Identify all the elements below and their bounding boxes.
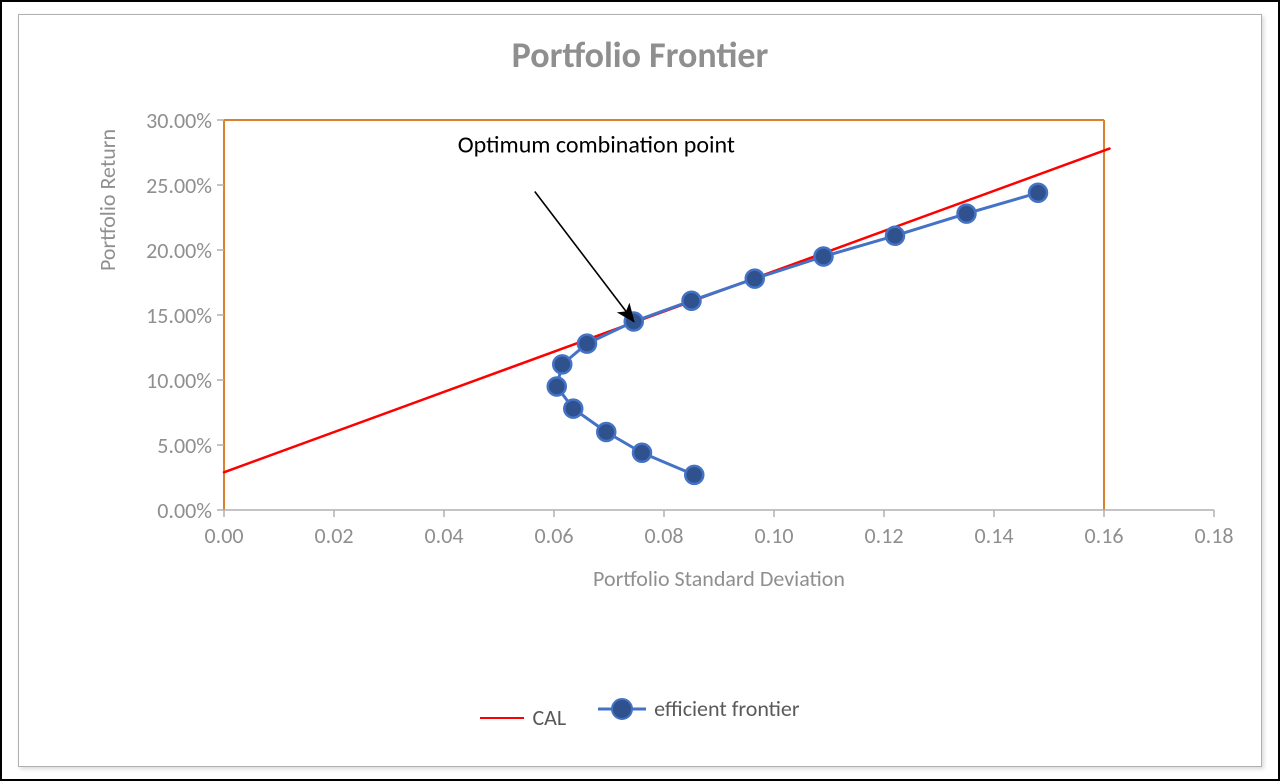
x-axis-title: Portfolio Standard Deviation: [224, 565, 1214, 592]
x-tick-label: 0.04: [419, 522, 469, 549]
legend-label: CAL: [532, 704, 566, 731]
x-tick-label: 0.08: [639, 522, 689, 549]
y-tick-label: 25.00%: [146, 172, 212, 199]
y-tick-label: 20.00%: [146, 237, 212, 264]
legend-item-efficient-frontier: efficient frontier: [598, 695, 799, 722]
x-tick-label: 0.16: [1079, 522, 1129, 549]
y-tick-label: 5.00%: [157, 432, 212, 459]
y-axis-title: Portfolio Return: [94, 5, 121, 395]
legend-label: efficient frontier: [654, 695, 799, 722]
annotation-text: Optimum combination point: [458, 131, 735, 160]
y-tick-label: 30.00%: [146, 107, 212, 134]
x-tick-label: 0.02: [309, 522, 359, 549]
x-tick-label: 0.10: [749, 522, 799, 549]
x-tick-label: 0.06: [529, 522, 579, 549]
legend-item-cal: CAL: [480, 704, 566, 731]
x-tick-label: 0.18: [1189, 522, 1239, 549]
legend-swatch: [598, 699, 646, 719]
y-tick-label: 0.00%: [157, 497, 212, 524]
chart-outer-frame: Portfolio Frontier Optimum combination p…: [0, 0, 1280, 781]
x-tick-label: 0.14: [969, 522, 1019, 549]
plot-area: Optimum combination point: [19, 15, 1274, 570]
legend-swatch: [480, 717, 524, 719]
legend: CAL efficient frontier: [19, 695, 1261, 731]
x-tick-label: 0.12: [859, 522, 909, 549]
y-tick-label: 15.00%: [146, 302, 212, 329]
y-tick-label: 10.00%: [146, 367, 212, 394]
chart-inner-frame: Portfolio Frontier Optimum combination p…: [18, 14, 1262, 767]
x-tick-label: 0.00: [199, 522, 249, 549]
